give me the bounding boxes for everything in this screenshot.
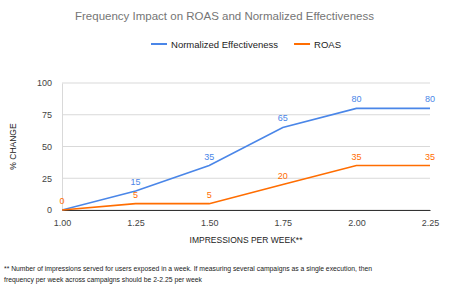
footnote-line: frequency per week across campaigns shou… <box>4 276 203 284</box>
y-tick: 75 <box>42 110 62 120</box>
y-axis-line <box>62 84 63 211</box>
footnote: ** Number of impressions served for user… <box>4 265 372 284</box>
data-labels: 15 35 65 80 80 0 5 5 20 35 35 <box>59 94 435 206</box>
data-label: 20 <box>278 171 288 181</box>
series-line <box>62 108 430 210</box>
x-tick: 1.50 <box>201 210 219 228</box>
series-line <box>62 166 430 210</box>
data-label: 35 <box>204 152 214 162</box>
x-tick: 1.00 <box>54 210 72 228</box>
footnote-line: ** Number of impressions served for user… <box>4 265 372 273</box>
legend: Normalized Effectiveness ROAS <box>151 39 341 50</box>
plot-area <box>62 108 430 210</box>
y-tick-label: 75 <box>42 110 52 120</box>
grid <box>62 83 430 210</box>
x-tick-label: 1.50 <box>201 218 219 228</box>
y-tick: 0 <box>47 205 62 215</box>
legend-item: ROAS <box>294 39 341 50</box>
y-tick: 100 <box>37 78 62 88</box>
x-axis: 1.00 1.25 1.50 1.75 2.00 2.25 <box>54 210 440 228</box>
data-label: 15 <box>131 177 141 187</box>
x-tick: 1.75 <box>275 210 293 228</box>
data-label: 5 <box>207 190 212 200</box>
legend-label: ROAS <box>314 39 341 50</box>
grid-line <box>62 114 430 115</box>
data-label: 35 <box>425 152 435 162</box>
data-label: 80 <box>425 94 435 104</box>
grid-line <box>62 210 430 211</box>
y-tick-label: 50 <box>42 142 52 152</box>
y-axis-title: % CHANGE <box>8 123 18 170</box>
grid-line <box>62 83 430 84</box>
data-label: 35 <box>351 152 361 162</box>
x-tick: 1.25 <box>127 210 145 228</box>
y-tick-label: 100 <box>37 78 52 88</box>
y-axis: 0 25 50 75 100 <box>37 78 63 215</box>
y-tick: 25 <box>42 174 62 184</box>
x-axis-title: IMPRESSIONS PER WEEK** <box>190 235 304 245</box>
x-tick-label: 1.00 <box>54 218 72 228</box>
y-tick-label: 0 <box>47 205 52 215</box>
data-label: 5 <box>133 190 138 200</box>
x-tick-label: 2.00 <box>348 218 366 228</box>
legend-item: Normalized Effectiveness <box>151 39 278 50</box>
data-label: 80 <box>351 94 361 104</box>
x-tick-label: 1.75 <box>275 218 293 228</box>
legend-swatch <box>151 43 167 45</box>
legend-swatch <box>294 43 310 45</box>
x-tick: 2.00 <box>348 210 366 228</box>
x-tick: 2.25 <box>422 210 440 228</box>
y-tick-label: 25 <box>42 174 52 184</box>
data-label: 0 <box>59 196 64 206</box>
x-axis-line <box>63 210 431 211</box>
y-tick: 50 <box>42 142 62 152</box>
x-tick-label: 2.25 <box>422 218 440 228</box>
title: Frequency Impact on ROAS and Normalized … <box>75 10 374 22</box>
legend-label: Normalized Effectiveness <box>171 39 278 50</box>
data-label: 65 <box>278 113 288 123</box>
chart: Frequency Impact on ROAS and Normalized … <box>0 0 450 291</box>
grid-line <box>62 178 430 179</box>
x-tick-label: 1.25 <box>127 218 145 228</box>
